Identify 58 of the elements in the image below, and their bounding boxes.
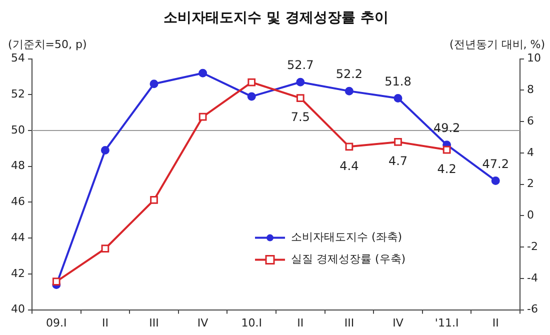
chart-title: 소비자태도지수 및 경제성장률 추이 [164,10,388,26]
x-tick-label: III [149,316,159,330]
x-tick-label: III [344,316,354,330]
point [248,78,256,86]
point [394,138,402,146]
y2-tick-label: -6 [527,302,538,316]
point [198,112,207,121]
x-tick-label: II [492,316,499,330]
x-tick-label: '11.I [434,316,459,330]
y2-tick-label: -4 [527,271,538,284]
point [150,196,158,204]
y-tick-label: 50 [10,123,25,136]
x-tick-label: 10.I [241,316,262,330]
point [52,278,60,286]
y-axis-title: (기준치=50, p) [8,38,87,51]
y-tick-label: 48 [10,159,25,172]
data-label: 52.2 [336,67,363,82]
x-tick-label: II [297,316,304,330]
y2-tick-label: 10 [527,52,542,65]
y-tick-label: 44 [10,230,25,244]
y-tick-label: 40 [10,302,25,316]
point [100,146,110,154]
point [247,92,256,101]
y-tick-label: 42 [10,266,25,280]
y2-tick-label: 0 [527,208,534,222]
y-tick-label: 46 [10,195,25,208]
x-tick-label: IV [392,316,404,330]
y2-tick-label: 8 [527,83,534,96]
data-label: 4.7 [388,154,408,168]
data-label: 51.8 [384,74,412,88]
x-tick-label: II [102,316,108,330]
y2-tick-label: -2 [527,240,538,253]
point [198,68,208,78]
data-label: 52.7 [287,58,314,72]
y2-tick-label: 4 [527,146,534,159]
y-tick-label: 54 [10,52,25,65]
point [296,78,305,86]
data-label: 4.4 [340,158,359,173]
point [491,176,500,185]
y2-axis-title: (전년동기 대비, %) [449,38,545,51]
point [442,146,451,154]
point [394,94,402,102]
x-tick-label: IV [197,316,209,330]
point [345,142,354,151]
y2-tick-label: 6 [527,114,534,128]
point [296,94,304,102]
y2-tick-label: 2 [527,177,534,190]
data-label: 4.2 [437,162,456,176]
y-tick-label: 52 [10,88,25,101]
data-label: 49.2 [433,120,460,135]
x-tick-label: 09.I [46,316,67,330]
data-label: 7.5 [290,110,310,124]
point [344,86,354,96]
data-label: 47.2 [482,156,509,171]
legend-label: 소비자태도지수 (좌축) [291,230,402,244]
point [101,244,110,253]
legend-label: 실질 경제성장률 (우축) [291,252,406,266]
point [150,80,158,88]
